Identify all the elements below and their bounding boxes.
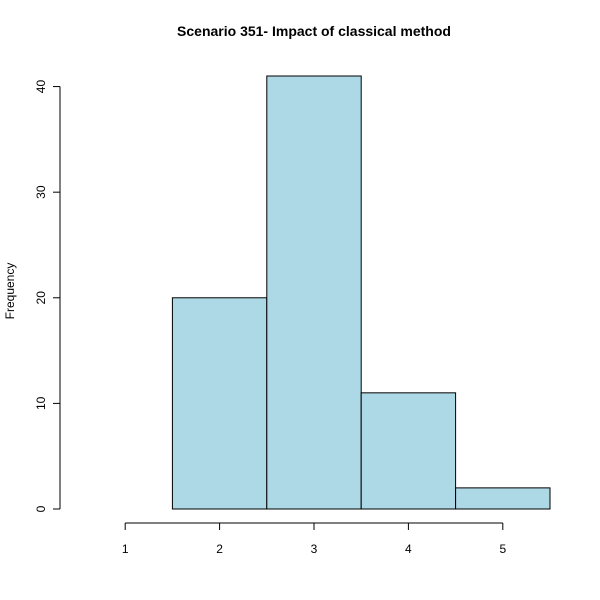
y-tick-label: 40 bbox=[34, 80, 48, 94]
bars-layer bbox=[171, 75, 551, 510]
x-tick-label: 3 bbox=[311, 542, 318, 556]
chart-title: Scenario 351- Impact of classical method bbox=[177, 23, 451, 39]
y-tick-label: 30 bbox=[34, 185, 48, 199]
histogram-bar bbox=[455, 487, 551, 510]
x-tick-label: 5 bbox=[499, 542, 506, 556]
x-tick-label: 4 bbox=[405, 542, 412, 556]
x-tick-label: 1 bbox=[122, 542, 129, 556]
y-tick-label: 20 bbox=[34, 291, 48, 305]
histogram-bar bbox=[266, 75, 362, 510]
y-axis-label: Frequency bbox=[3, 263, 17, 320]
x-tick-label: 2 bbox=[216, 542, 223, 556]
y-tick-label: 10 bbox=[34, 396, 48, 410]
histogram-bar bbox=[171, 297, 268, 510]
y-axis: 0 10 20 30 40 bbox=[34, 80, 61, 512]
y-tick-label: 0 bbox=[34, 505, 48, 512]
histogram-bar bbox=[360, 392, 457, 510]
x-axis: 1 2 3 4 5 bbox=[122, 522, 506, 556]
